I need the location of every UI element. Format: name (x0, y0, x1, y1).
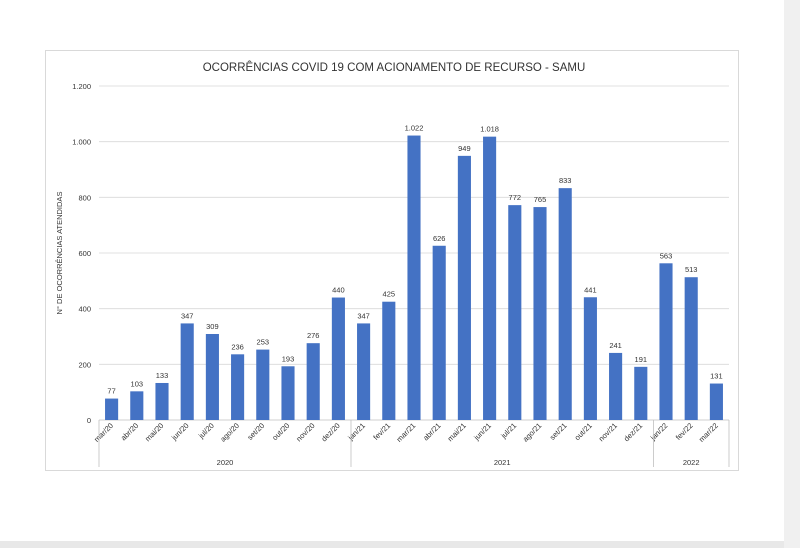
x-tick-labels: mar/20 abr/20 mai/20 jun/20 jul/20 ago/20 set/… (92, 421, 720, 444)
group-label: 2021 (494, 458, 511, 467)
value-label: 772 (509, 193, 522, 202)
y-axis-label: N° DE OCORRÊNCIAS ATENDIDAS (55, 192, 64, 315)
bar (231, 354, 245, 420)
value-label: 133 (156, 371, 169, 380)
chart-title: OCORRÊNCIAS COVID 19 COM ACIONAMENTO DE … (203, 61, 586, 74)
value-label: 425 (383, 290, 396, 299)
x-tick-label: fev/22 (674, 421, 695, 442)
bar (659, 263, 673, 420)
bar (533, 207, 547, 420)
x-tick-label: mar/21 (395, 421, 418, 444)
bar (709, 383, 723, 420)
bar (508, 205, 522, 420)
x-tick-label: mai/21 (446, 421, 468, 443)
x-tick-label: ago/20 (218, 421, 241, 444)
x-tick-label: jun/20 (169, 421, 191, 443)
y-tick-label: 800 (78, 193, 91, 202)
x-tick-label: nov/21 (597, 421, 619, 443)
bar (609, 352, 623, 420)
x-tick-label: nov/20 (294, 421, 316, 443)
value-label: 193 (282, 354, 295, 363)
x-tick-label: abr/21 (421, 421, 442, 442)
x-tick-label: dez/21 (622, 421, 644, 443)
x-tick-label: mar/22 (697, 421, 720, 444)
value-label: 513 (685, 265, 698, 274)
bar (483, 136, 497, 420)
value-label: 347 (181, 311, 194, 320)
value-label: 191 (635, 355, 648, 364)
bar (684, 277, 698, 420)
x-tick-label: mar/20 (92, 421, 115, 444)
value-label: 309 (206, 322, 219, 331)
value-label: 347 (357, 311, 370, 320)
bar (256, 349, 270, 420)
bar (407, 135, 421, 420)
value-label: 833 (559, 176, 572, 185)
value-label: 1.018 (480, 125, 499, 134)
bar (180, 323, 194, 420)
x-tick-label: jul/20 (196, 421, 216, 441)
value-label: 236 (231, 342, 244, 351)
bars (105, 135, 723, 420)
x-tick-label: mai/20 (143, 421, 165, 443)
bar (281, 366, 295, 420)
bar (583, 297, 597, 420)
y-tick-label: 1.000 (72, 138, 91, 147)
bar (205, 333, 219, 420)
bar (558, 188, 572, 420)
y-tick-label: 600 (78, 249, 91, 258)
y-tick-labels: 0 200 400 600 800 1.000 1.200 (72, 82, 91, 425)
y-tick-label: 0 (87, 416, 91, 425)
x-tick-label: dez/20 (320, 421, 342, 443)
x-tick-label: ago/21 (521, 421, 544, 444)
bar (382, 301, 396, 420)
bar (432, 245, 446, 420)
bar (331, 297, 345, 420)
group-label: 2022 (683, 458, 700, 467)
bar (306, 343, 320, 420)
bar (457, 155, 471, 420)
value-label: 563 (660, 251, 673, 260)
y-tick-label: 1.200 (72, 82, 91, 91)
bar (155, 382, 169, 420)
value-label: 440 (332, 286, 345, 295)
value-label: 77 (107, 387, 115, 396)
value-label: 441 (584, 285, 597, 294)
bar (357, 323, 371, 420)
x-tick-label: abr/20 (119, 421, 140, 442)
y-tick-label: 400 (78, 305, 91, 314)
bar-chart: OCORRÊNCIAS COVID 19 COM ACIONAMENTO DE … (55, 61, 730, 467)
x-tick-label: set/21 (548, 421, 569, 442)
value-label: 241 (609, 341, 622, 350)
value-label: 103 (131, 379, 144, 388)
value-label: 131 (710, 372, 723, 381)
chart-frame: OCORRÊNCIAS COVID 19 COM ACIONAMENTO DE … (45, 50, 739, 471)
value-label: 1.022 (405, 124, 424, 133)
x-tick-label: set/20 (245, 421, 266, 442)
x-tick-label: jan/22 (648, 421, 670, 443)
bar (634, 366, 648, 420)
x-tick-label: jun/21 (471, 421, 493, 443)
value-label: 253 (257, 338, 270, 347)
value-label: 626 (433, 234, 446, 243)
x-tick-label: fev/21 (371, 421, 392, 442)
x-tick-label: jul/21 (498, 421, 518, 441)
y-tick-label: 200 (78, 360, 91, 369)
x-tick-label: jan/21 (345, 421, 367, 443)
bar (130, 391, 144, 420)
bar (105, 398, 119, 420)
value-label: 765 (534, 195, 547, 204)
page: OCORRÊNCIAS COVID 19 COM ACIONAMENTO DE … (45, 50, 739, 471)
group-label: 2020 (217, 458, 234, 467)
value-labels: 77 103 133 347 309 236 253 193 276 440 347 425 1.022… (107, 124, 722, 396)
x-tick-label: out/20 (270, 421, 291, 442)
scrollbar-track[interactable] (784, 0, 800, 548)
x-group-labels: 2020 2021 2022 (98, 420, 730, 467)
x-tick-label: out/21 (573, 421, 594, 442)
value-label: 949 (458, 144, 471, 153)
value-label: 276 (307, 331, 320, 340)
bottom-bar (0, 541, 784, 548)
